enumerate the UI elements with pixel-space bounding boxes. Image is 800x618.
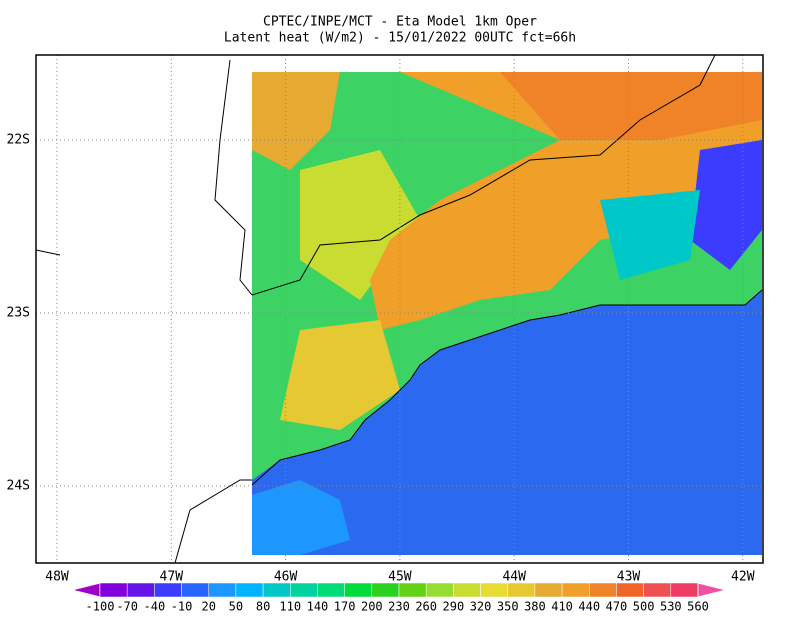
graticule bbox=[36, 55, 763, 563]
field-patch bbox=[690, 140, 762, 270]
colorbar-label: 140 bbox=[307, 600, 329, 614]
colorbar-box bbox=[453, 582, 481, 598]
field-patch bbox=[252, 480, 350, 555]
colorbar-box bbox=[154, 582, 182, 598]
colorbar-box bbox=[670, 582, 699, 598]
colorbar-label: 350 bbox=[497, 600, 519, 614]
colorbar-box bbox=[317, 582, 345, 598]
colorbar-box bbox=[643, 582, 672, 598]
colorbar-label: 530 bbox=[660, 600, 682, 614]
colorbar-label: 80 bbox=[256, 600, 270, 614]
colorbar-end bbox=[71, 582, 101, 598]
lon-label: 47W bbox=[160, 570, 184, 585]
lon-label: 48W bbox=[45, 570, 69, 585]
colorbar-label: 290 bbox=[443, 600, 465, 614]
lat-label: 22S bbox=[7, 133, 30, 148]
colorbar-box bbox=[126, 582, 155, 598]
field-patch bbox=[600, 190, 700, 280]
colorbar-label: 110 bbox=[279, 600, 301, 614]
colorbar-box bbox=[480, 582, 508, 598]
colorbar-box bbox=[371, 582, 400, 598]
field-patch bbox=[500, 72, 762, 140]
colorbar-end bbox=[697, 582, 727, 598]
lat-label: 24S bbox=[7, 479, 30, 494]
colorbar-label: 440 bbox=[578, 600, 600, 614]
colorbar-box bbox=[235, 582, 264, 598]
colorbar-box bbox=[507, 582, 536, 598]
colorbar-label: -70 bbox=[116, 600, 138, 614]
colorbar-box bbox=[208, 582, 237, 598]
colorbar-label: 500 bbox=[633, 600, 655, 614]
lon-label: 42W bbox=[731, 570, 755, 585]
colorbar-box bbox=[616, 582, 644, 598]
colorbar-box bbox=[290, 582, 318, 598]
colorbar-label: 20 bbox=[202, 600, 216, 614]
colorbar-box bbox=[262, 582, 291, 598]
colorbar-label: 410 bbox=[551, 600, 573, 614]
colorbar-label: 260 bbox=[415, 600, 437, 614]
colorbar-label: 560 bbox=[687, 600, 709, 614]
lon-label: 44W bbox=[502, 570, 526, 585]
colorbar-box bbox=[425, 582, 454, 598]
lon-label: 46W bbox=[274, 570, 298, 585]
colorbar: -100 -70 -40 -10 20 50 80 110 140 170 200 230 260 290… bbox=[71, 582, 727, 614]
field-patch bbox=[252, 72, 340, 170]
lon-label: 43W bbox=[617, 570, 641, 585]
coastline bbox=[35, 54, 763, 564]
field-patch bbox=[300, 150, 420, 300]
colorbar-label: 200 bbox=[361, 600, 383, 614]
colorbar-label: 50 bbox=[229, 600, 243, 614]
map-frame bbox=[35, 54, 764, 564]
colorbar-label: -10 bbox=[171, 600, 193, 614]
field-patch bbox=[280, 320, 400, 430]
colorbar-label: 170 bbox=[334, 600, 356, 614]
colorbar-label: -40 bbox=[144, 600, 166, 614]
colorbar-box bbox=[398, 582, 427, 598]
colorbar-box bbox=[534, 582, 563, 598]
lon-label: 45W bbox=[388, 570, 412, 585]
colorbar-box bbox=[99, 582, 128, 598]
colorbar-box bbox=[181, 582, 209, 598]
ocean-field bbox=[252, 290, 762, 555]
colorbar-label: 380 bbox=[524, 600, 546, 614]
colorbar-box bbox=[561, 582, 590, 598]
lat-label: 23S bbox=[7, 306, 30, 321]
colorbar-label: 230 bbox=[388, 600, 410, 614]
colorbar-box bbox=[344, 582, 373, 598]
colorbar-label: 470 bbox=[606, 600, 628, 614]
colorbar-label: 320 bbox=[470, 600, 492, 614]
title-line: CPTEC/INPE/MCT - Eta Model 1km Oper bbox=[263, 15, 537, 30]
colorbar-box bbox=[589, 582, 617, 598]
colorbar-label: -100 bbox=[86, 600, 115, 614]
title-line: Latent heat (W/m2) - 15/01/2022 00UTC fc… bbox=[224, 31, 576, 46]
